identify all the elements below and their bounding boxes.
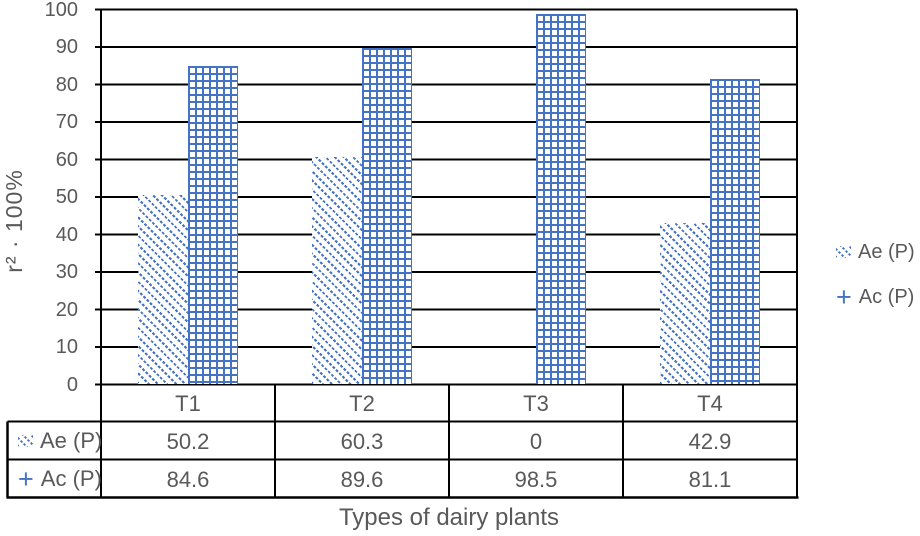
bar-ae-t2 [312,157,362,384]
plus-marker-icon: + [18,464,34,494]
table-value-cell: 81.1 [688,466,732,492]
y-tick-label: 70 [55,111,78,133]
table-series-key-ae: Ae (P) [9,424,108,459]
table-value-cell: 50.2 [166,428,210,454]
bar-ae-t4 [660,222,710,384]
y-tick-label: 100 [44,0,78,21]
table-category-cell: T1 [175,391,201,416]
y-tick-label: 90 [55,36,78,58]
y-tick-label: 50 [55,186,78,208]
bar-ac-t4 [710,79,760,384]
y-tick-label: 0 [66,373,78,396]
table-value-cell: 0 [529,428,543,454]
table-series-key-label: Ac (P) [40,466,102,491]
table-value-cell: 60.3 [340,428,384,454]
y-tick-label: 60 [55,148,78,171]
table-category-cell: T2 [349,391,375,416]
table-value-cell: 84.6 [166,466,210,492]
table-series-key-ac: + Ac (P) [9,462,108,497]
table-series-key-label: Ae (P) [40,428,103,453]
y-tick-label: 20 [55,298,78,321]
bar-ae-t1 [138,195,188,384]
table-value-cell: 89.6 [340,466,384,492]
diagonal-hatch-swatch-icon [18,435,33,447]
table-value-cell: 42.9 [688,428,732,454]
bar-ac-t1 [188,66,238,384]
bar-ac-t3 [536,14,586,384]
y-tick-label: 30 [55,261,78,283]
table-category-cell: T4 [697,391,723,416]
table-value-cell: 98.5 [514,466,558,492]
y-tick-label: 40 [55,223,78,246]
legend-item-label: Ae (P) [858,240,915,263]
legend-item-ae: Ae (P) [836,239,915,265]
x-axis-title: Types of dairy plants [338,504,560,531]
bar-ac-t2 [362,47,412,384]
legend-item-label: Ac (P) [858,285,915,308]
plus-marker-icon: + [836,282,852,312]
table-category-cell: T3 [523,391,549,416]
legend-item-ac: + Ac (P) [836,282,915,312]
y-tick-label: 10 [55,336,78,358]
y-tick-label: 80 [55,73,78,96]
diagonal-hatch-swatch-icon [836,246,851,258]
